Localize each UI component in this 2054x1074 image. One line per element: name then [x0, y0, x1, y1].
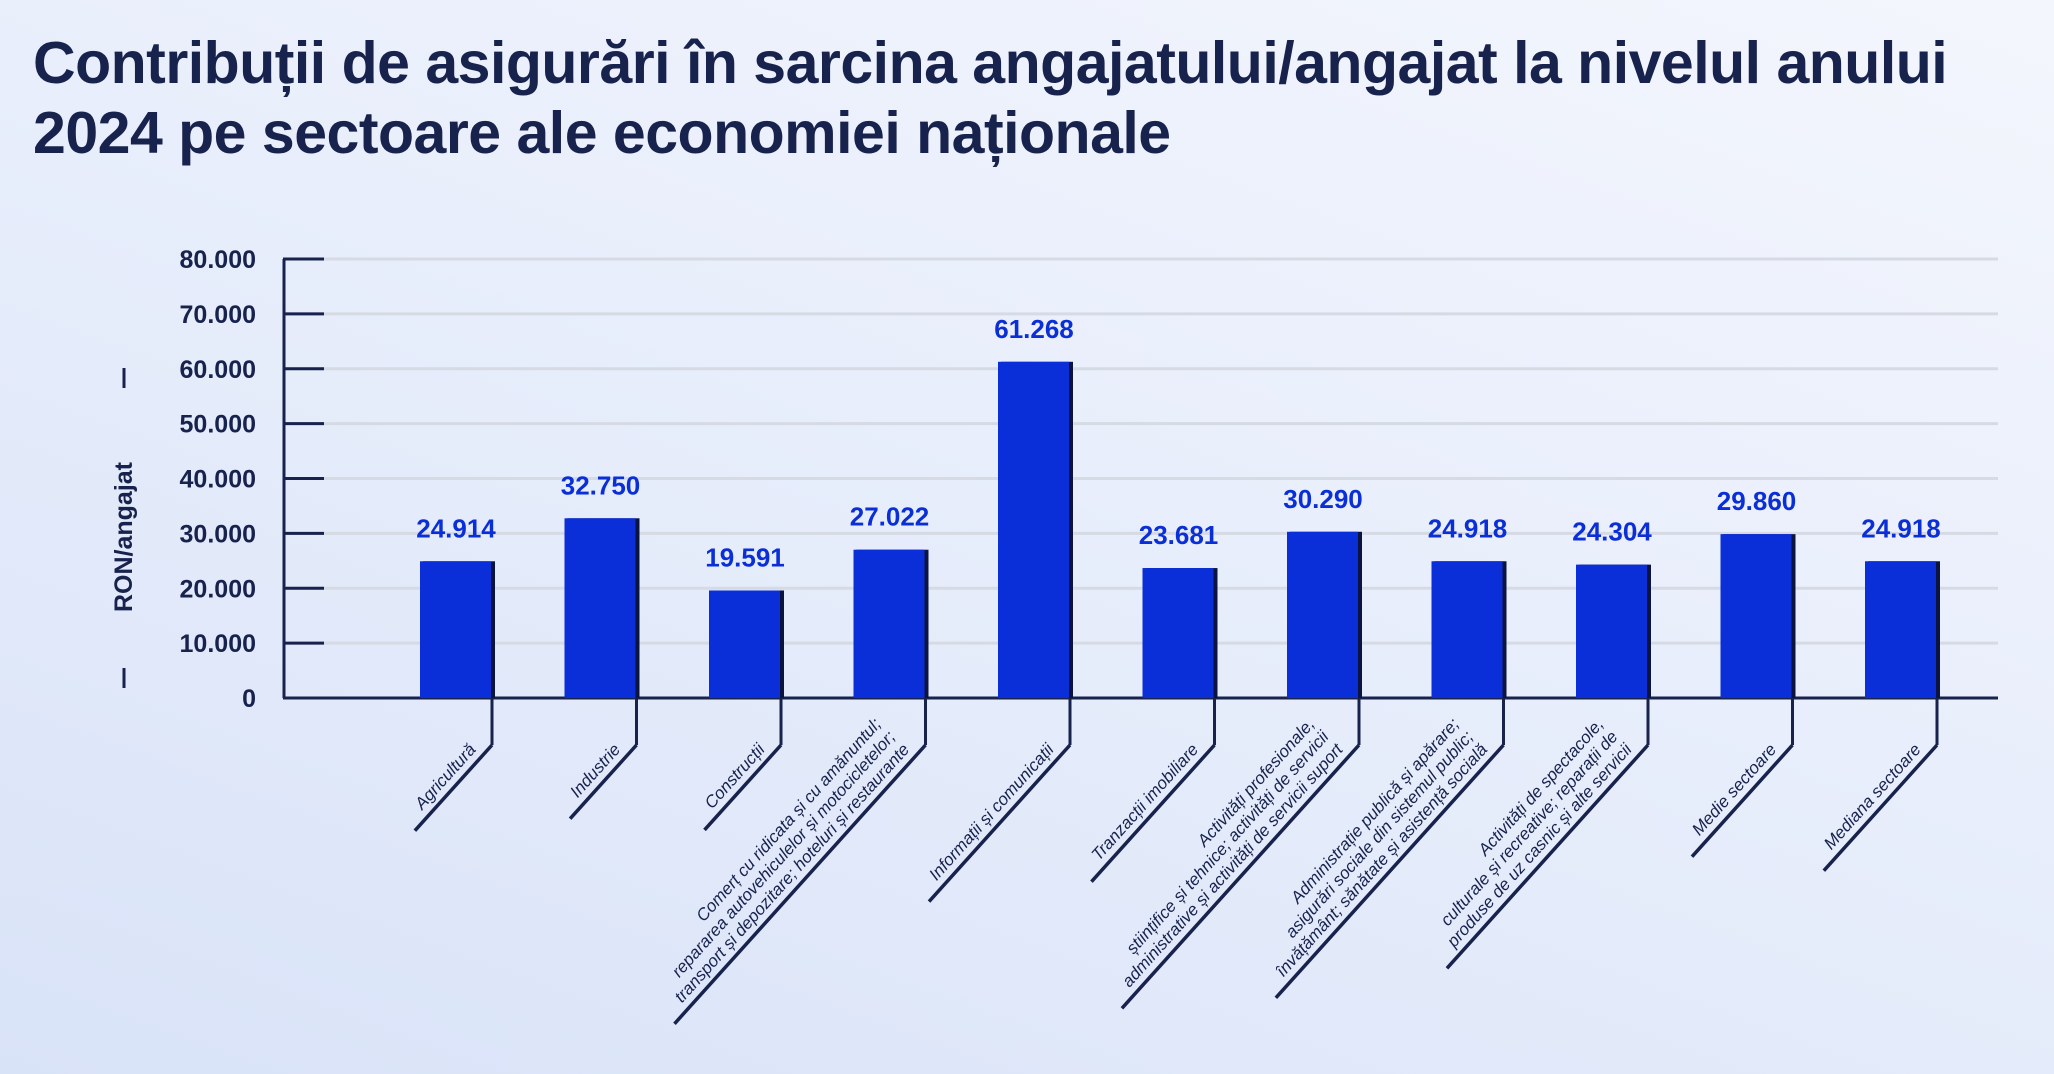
bar: [1576, 564, 1647, 698]
y-tick-label: 40.000: [180, 466, 256, 494]
category-label: Tranzacții imobiliare: [1088, 740, 1202, 864]
y-tick-label: 50.000: [180, 411, 256, 439]
category-label: repararea autovehiculelor și motociclete…: [668, 727, 899, 981]
y-tick-label: 70.000: [180, 301, 256, 329]
bar-value-label: 32.750: [561, 470, 641, 500]
bar: [1720, 534, 1792, 698]
category-label: Agricultură: [410, 740, 479, 814]
bar: [998, 361, 1069, 698]
category-underline: [1822, 743, 1939, 872]
category-label-group: Tranzacții imobiliare: [1088, 740, 1216, 883]
bar-value-label: 61.268: [994, 314, 1074, 344]
category-underline: [703, 743, 783, 832]
y-tick-label: 30.000: [180, 520, 256, 548]
bar-value-label: 24.304: [1572, 517, 1652, 547]
bar-value-label: 27.022: [850, 502, 930, 532]
bar: [1287, 531, 1358, 698]
y-tick-label: 80.000: [180, 246, 256, 274]
category-underline: [413, 743, 494, 832]
bar-value-label: 24.918: [1861, 513, 1941, 543]
bar-value-label: 29.860: [1717, 486, 1797, 516]
category-label-group: Industrie: [566, 740, 638, 820]
category-label-group: Mediana sectoare: [1820, 740, 1939, 872]
bar: [1431, 561, 1503, 698]
y-tick-label: 0: [242, 685, 256, 713]
bar-value-label: 23.681: [1139, 520, 1219, 550]
y-tick-label: 20.000: [180, 575, 256, 603]
category-label: Medie sectoare: [1688, 740, 1780, 839]
bar: [1142, 568, 1214, 698]
category-label-group: Medie sectoare: [1688, 740, 1794, 858]
bar-value-label: 24.914: [416, 513, 496, 543]
category-underline: [673, 743, 927, 1025]
y-tick-label: 10.000: [180, 630, 256, 658]
category-label: Construcții: [701, 739, 770, 812]
category-label-group: Activități profesionale,științifice și t…: [1118, 715, 1361, 1010]
bar: [709, 590, 780, 698]
category-label-group: Comerț cu ridicata și cu amănuntul;repar…: [668, 714, 927, 1025]
bar-value-label: 30.290: [1283, 484, 1363, 514]
category-underline: [1274, 743, 1505, 999]
bar: [564, 518, 636, 698]
category-label-group: Informații și comunicații: [925, 739, 1072, 903]
y-axis-label: RON/angajat: [110, 461, 138, 612]
category-underline: [1445, 743, 1650, 970]
category-label: Mediana sectoare: [1820, 740, 1925, 853]
category-underline: [1090, 743, 1216, 883]
category-underline: [568, 743, 638, 820]
bar-value-label: 19.591: [705, 542, 785, 572]
chart-title: Contribuții de asigurări în sarcina anga…: [33, 30, 1948, 166]
y-tick-label: 60.000: [180, 356, 256, 384]
category-label-group: Administrație publică și apărare;asigură…: [1272, 714, 1505, 999]
category-label: Informații și comunicații: [925, 739, 1058, 884]
category-underline: [1120, 743, 1361, 1010]
category-underline: [1690, 743, 1794, 858]
bar: [1865, 561, 1936, 698]
category-label: transport și depozitare; hoteluri și res…: [671, 740, 913, 1006]
category-underline: [927, 743, 1072, 903]
category-label-group: Agricultură: [410, 740, 494, 832]
category-label-group: Construcții: [701, 739, 783, 832]
bar: [420, 561, 491, 698]
bar: [853, 549, 925, 698]
bar-value-label: 24.918: [1428, 513, 1508, 543]
